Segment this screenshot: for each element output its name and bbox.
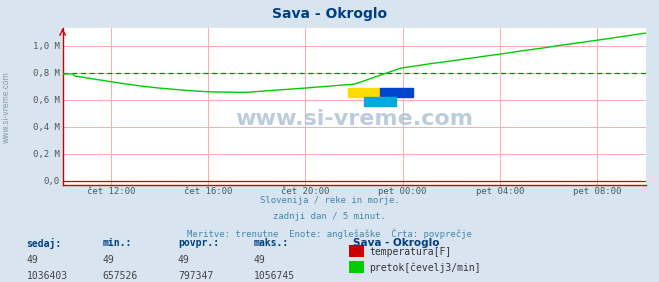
Text: Slovenija / reke in morje.: Slovenija / reke in morje. [260,196,399,205]
Text: 49: 49 [26,255,38,265]
Text: Sava - Okroglo: Sava - Okroglo [272,7,387,21]
Text: povpr.:: povpr.: [178,238,219,248]
FancyBboxPatch shape [380,89,413,97]
Text: sedaj:: sedaj: [26,238,61,249]
Text: 49: 49 [102,255,114,265]
Text: min.:: min.: [102,238,132,248]
Text: www.si-vreme.com: www.si-vreme.com [235,109,473,129]
Text: 1056745: 1056745 [254,271,295,281]
Text: pretok[čevelj3/min]: pretok[čevelj3/min] [369,263,480,273]
Text: Sava - Okroglo: Sava - Okroglo [353,238,439,248]
Text: www.si-vreme.com: www.si-vreme.com [2,71,11,143]
Text: Meritve: trenutne  Enote: anglešaške  Črta: povprečje: Meritve: trenutne Enote: anglešaške Črta… [187,229,472,239]
Text: 49: 49 [178,255,190,265]
Text: maks.:: maks.: [254,238,289,248]
FancyBboxPatch shape [349,89,380,97]
FancyBboxPatch shape [364,97,397,106]
Text: 657526: 657526 [102,271,137,281]
Text: 1036403: 1036403 [26,271,67,281]
Text: 797347: 797347 [178,271,213,281]
Text: zadnji dan / 5 minut.: zadnji dan / 5 minut. [273,212,386,221]
Text: temperatura[F]: temperatura[F] [369,247,451,257]
Text: 49: 49 [254,255,266,265]
